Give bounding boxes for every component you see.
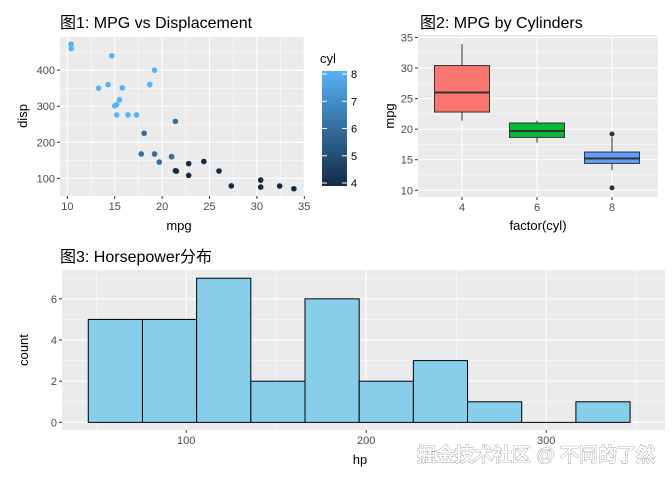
- scatter-point: [138, 151, 145, 157]
- histogram-xlabel: hp: [353, 452, 367, 467]
- y-tick-label: 20: [401, 124, 413, 136]
- scatter-point: [257, 184, 264, 190]
- y-tick-label: 4: [51, 335, 57, 347]
- histogram-bar: [141, 318, 198, 423]
- y-tick-label: 35: [401, 32, 413, 44]
- legend-tick-label: 5: [351, 151, 357, 163]
- x-tick-label: 4: [459, 202, 465, 214]
- scatter-point: [168, 153, 175, 160]
- scatter-point: [257, 177, 264, 183]
- x-tick-label: 8: [609, 202, 615, 214]
- histogram-bar: [575, 401, 631, 423]
- scatter-background: [60, 37, 305, 196]
- histogram-bar: [250, 380, 306, 423]
- scatter-point: [291, 185, 297, 192]
- scatter-point: [141, 130, 147, 137]
- x-tick-label: 10: [61, 201, 73, 213]
- scatter-point: [201, 158, 207, 165]
- scatter-point: [133, 112, 140, 118]
- legend-tick-label: 7: [351, 96, 357, 108]
- scatter-point: [276, 183, 283, 189]
- y-tick-label: 400: [37, 65, 55, 77]
- outlier-point: [609, 131, 615, 137]
- legend-tick-label: 4: [351, 178, 357, 190]
- scatter-point: [147, 81, 153, 88]
- histogram-bar: [304, 298, 360, 423]
- y-tick-label: 30: [401, 63, 413, 75]
- y-tick-label: 100: [37, 173, 55, 185]
- scatter-point: [68, 41, 74, 48]
- scatter-point: [172, 118, 179, 125]
- legend-title: cyl: [320, 51, 336, 66]
- scatter-point: [111, 103, 118, 109]
- y-tick-label: 300: [37, 101, 55, 113]
- histogram-bar: [87, 318, 143, 423]
- scatter-title: 图1: MPG vs Displacement: [60, 15, 253, 32]
- x-tick-label: 15: [109, 201, 121, 213]
- legend-tick-label: 6: [351, 124, 357, 136]
- boxplot-background: [418, 35, 658, 197]
- scatter-point: [151, 67, 158, 73]
- scatter-point: [105, 81, 111, 88]
- x-tick-label: 35: [298, 201, 310, 213]
- scatter-point: [95, 85, 102, 91]
- x-tick-label: 6: [534, 202, 540, 214]
- scatter-point: [156, 159, 163, 165]
- histogram-bar: [196, 277, 252, 423]
- scatter-point: [116, 96, 123, 103]
- scatter-point: [185, 172, 192, 179]
- scatter-point: [68, 45, 74, 52]
- scatter-point: [113, 112, 120, 118]
- box-cyl-4: [434, 65, 490, 113]
- y-tick-label: 25: [401, 94, 413, 106]
- scatter-point: [216, 168, 222, 174]
- y-tick-label: 15: [401, 155, 413, 167]
- histogram-title: 图3: Horsepower分布: [60, 248, 212, 266]
- scatter-xlabel: mpg: [166, 218, 191, 233]
- histogram-ylabel: count: [16, 334, 31, 366]
- histogram-bar: [358, 380, 414, 423]
- x-tick-label: 200: [357, 435, 375, 447]
- panel-scatter: 10 15 20 25 30 35 100 200 300 400 4 5 6 7 8: [37, 37, 357, 213]
- x-tick-label: 25: [203, 201, 215, 213]
- boxplot-ylabel: mpg: [382, 103, 397, 128]
- y-tick-label: 0: [51, 417, 57, 429]
- histogram-bar: [412, 360, 469, 423]
- scatter-point: [185, 160, 192, 167]
- y-tick-label: 6: [51, 294, 57, 306]
- x-tick-label: 100: [177, 435, 195, 447]
- x-tick-label: 20: [156, 201, 168, 213]
- y-tick-label: 2: [51, 376, 57, 388]
- outlier-point: [609, 185, 615, 191]
- scatter-ylabel: disp: [15, 104, 30, 128]
- y-tick-label: 200: [37, 137, 55, 149]
- panel-boxplot: 10 15 20 25 30 35 4 6 8: [401, 32, 658, 214]
- scatter-point: [125, 112, 131, 118]
- x-tick-label: 300: [537, 435, 555, 447]
- scatter-point: [119, 85, 126, 91]
- panel-histogram: 100 200 300 0 2 4 6: [51, 270, 665, 447]
- scatter-point: [172, 167, 179, 174]
- scatter-point: [151, 151, 158, 157]
- watermark: 掘金技术社区 @ 不同的了然: [417, 443, 655, 466]
- boxplot-title: 图2: MPG by Cylinders: [420, 15, 583, 32]
- x-tick-label: 30: [251, 201, 263, 213]
- boxplot-xlabel: factor(cyl): [509, 218, 566, 233]
- histogram-bar: [467, 401, 523, 423]
- legend-tick-label: 8: [351, 69, 357, 81]
- y-tick-label: 10: [401, 185, 413, 197]
- scatter-point: [109, 52, 115, 59]
- scatter-point: [228, 183, 235, 189]
